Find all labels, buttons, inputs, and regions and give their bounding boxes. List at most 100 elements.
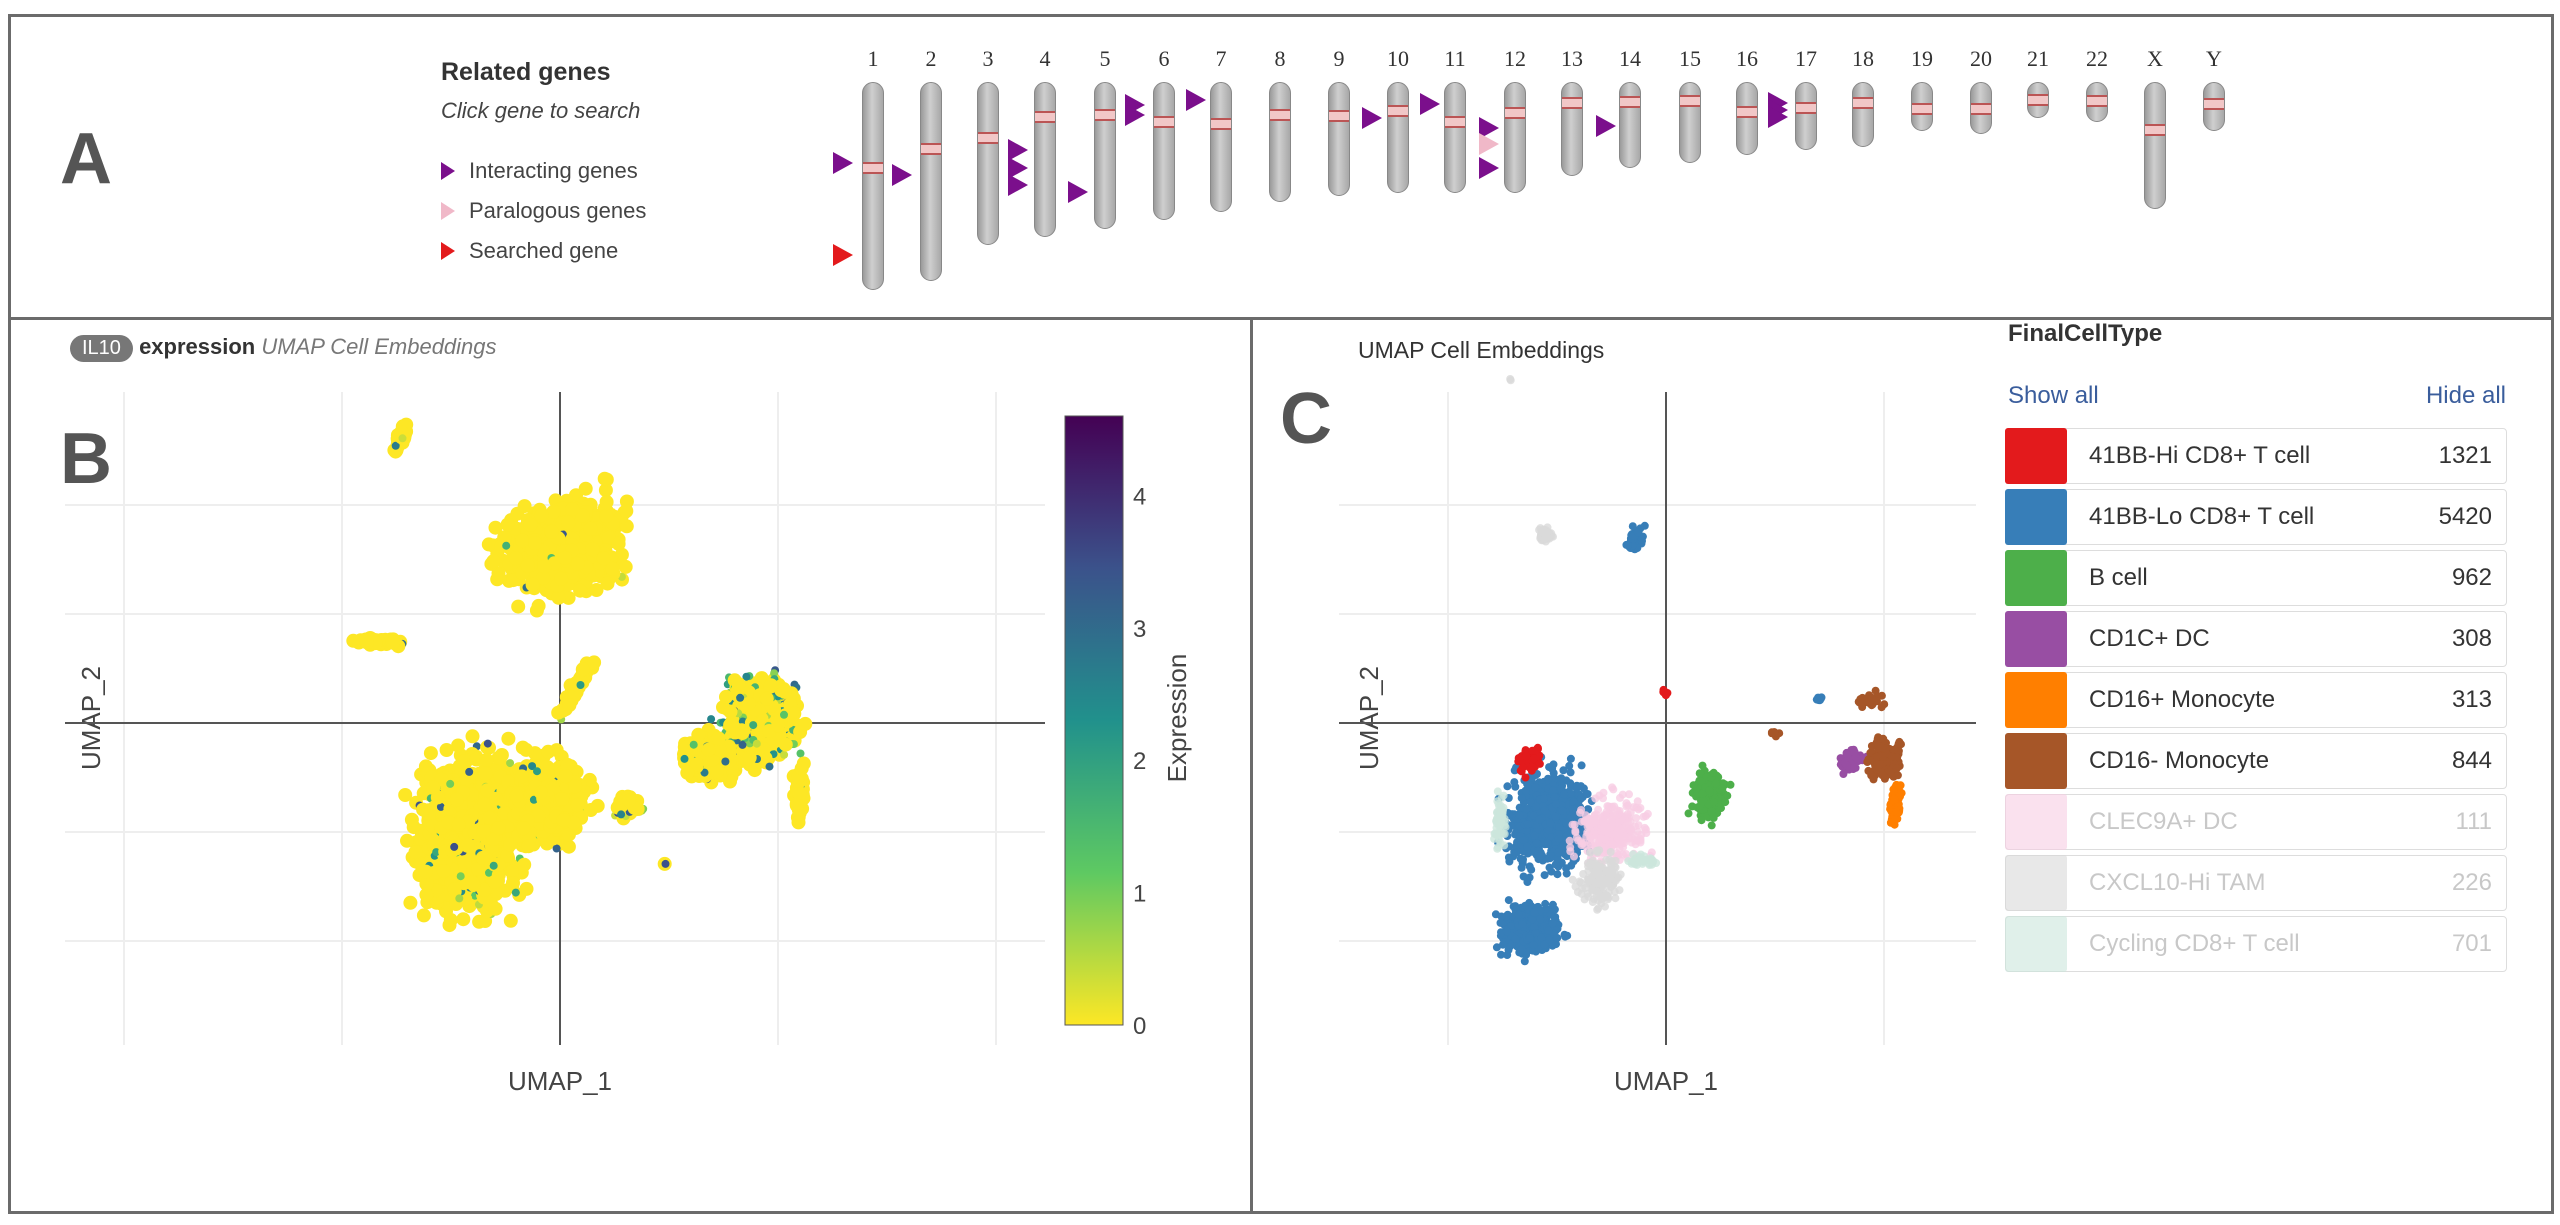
title-italic: UMAP Cell Embeddings xyxy=(261,334,497,359)
chromosome-3[interactable] xyxy=(977,82,999,245)
chromosome-11[interactable] xyxy=(1444,82,1466,193)
chromosome-12[interactable] xyxy=(1504,82,1526,193)
centromere xyxy=(1505,107,1525,120)
interacting-gene-marker[interactable] xyxy=(1008,174,1028,196)
cell-point xyxy=(1523,820,1532,829)
cell-point xyxy=(1591,794,1600,803)
cell-point xyxy=(1726,780,1735,789)
chromosome-label: 22 xyxy=(2086,46,2108,71)
chromosome-15[interactable] xyxy=(1679,82,1701,163)
chromosome-16[interactable] xyxy=(1736,82,1758,155)
interacting-gene-marker[interactable] xyxy=(1479,157,1499,179)
interacting-gene-marker[interactable] xyxy=(892,164,912,186)
cell-point xyxy=(1618,824,1627,833)
chromosome-17[interactable] xyxy=(1795,82,1817,150)
paralogous-gene-marker[interactable] xyxy=(1479,133,1499,155)
chromosome-13[interactable] xyxy=(1561,82,1583,176)
searched-gene-marker[interactable] xyxy=(833,244,853,266)
cell-point xyxy=(1553,870,1562,879)
cell-point xyxy=(1528,746,1537,755)
chromosome-label: 2 xyxy=(925,46,937,71)
cell-point xyxy=(1555,823,1564,832)
chromosome-4[interactable] xyxy=(1034,82,1056,237)
chromosome-8[interactable] xyxy=(1269,82,1291,202)
cell-point xyxy=(1580,841,1589,850)
chromosome-label: 19 xyxy=(1911,46,1933,71)
interacting-gene-marker[interactable] xyxy=(833,152,853,174)
cell-point xyxy=(619,504,634,518)
cell-point xyxy=(1593,905,1602,914)
chromosome-2[interactable] xyxy=(920,82,942,281)
cell-point xyxy=(529,603,544,618)
cell-point xyxy=(1553,934,1562,942)
interacting-gene-marker[interactable] xyxy=(1596,115,1616,137)
cell-point xyxy=(1592,887,1601,896)
chromosome-20[interactable] xyxy=(1970,82,1992,134)
cell-point xyxy=(1643,809,1652,818)
chromosome-label: 11 xyxy=(1444,46,1466,71)
interacting-gene-marker[interactable] xyxy=(1362,107,1382,129)
panel-b-title: IL10 expression UMAP Cell Embeddings xyxy=(70,334,497,362)
cell-point xyxy=(1603,802,1612,811)
cell-point xyxy=(481,537,496,552)
cell-point xyxy=(1540,806,1549,815)
chromosome-Y[interactable] xyxy=(2203,82,2225,131)
cell-point xyxy=(1572,781,1581,790)
cell-point xyxy=(1597,834,1606,843)
interacting-gene-marker[interactable] xyxy=(1125,104,1145,126)
cell-point xyxy=(1518,945,1527,954)
interacting-gene-marker[interactable] xyxy=(1008,139,1028,161)
cell-point xyxy=(1552,800,1560,809)
chromosome-label: 1 xyxy=(867,46,879,71)
panel-a-letter: A xyxy=(60,119,112,199)
chromosome-1[interactable] xyxy=(862,82,884,290)
cell-point xyxy=(1709,798,1718,807)
chromosome-X[interactable] xyxy=(2144,82,2166,209)
cell-point xyxy=(1494,799,1503,808)
chromosome-14[interactable] xyxy=(1619,82,1641,168)
cell-point xyxy=(589,583,604,597)
interacting-gene-marker[interactable] xyxy=(1008,157,1028,179)
chromosome-7[interactable] xyxy=(1210,82,1232,212)
cell-point xyxy=(1591,817,1600,825)
cell-point xyxy=(1689,781,1698,790)
centromere xyxy=(921,142,941,155)
cell-point xyxy=(1609,809,1618,818)
chromosome-5[interactable] xyxy=(1094,82,1116,229)
chromosome-10[interactable] xyxy=(1387,82,1409,193)
cell-point xyxy=(1510,778,1519,787)
cell-point xyxy=(1493,844,1502,853)
cell-point xyxy=(1525,934,1534,943)
interacting-gene-marker[interactable] xyxy=(1068,181,1088,203)
cell-point xyxy=(1659,688,1668,697)
cell-point xyxy=(1561,932,1570,941)
chromosome-9[interactable] xyxy=(1328,82,1350,196)
chromosome-22[interactable] xyxy=(2086,82,2108,122)
cell-point xyxy=(1609,841,1617,849)
chromosome-6[interactable] xyxy=(1153,82,1175,220)
cell-point xyxy=(1518,763,1527,772)
cell-point xyxy=(517,499,532,514)
cell-point xyxy=(618,559,633,574)
interacting-gene-marker[interactable] xyxy=(1768,106,1788,128)
cell-point xyxy=(1577,794,1586,803)
y-axis-label: UMAP_2 xyxy=(1354,666,1384,770)
chromosome-19[interactable] xyxy=(1911,82,1933,131)
centromere xyxy=(1035,110,1055,123)
cell-point xyxy=(1591,859,1600,868)
cell-point xyxy=(1615,886,1624,895)
cell-point xyxy=(1522,752,1531,761)
gene-badge[interactable]: IL10 xyxy=(70,335,133,362)
celltype-umap-plot[interactable]: UMAP_1 UMAP_2 xyxy=(0,0,2000,1225)
cell-point xyxy=(1577,806,1586,814)
chromosome-18[interactable] xyxy=(1852,82,1874,147)
chromosome-label: 10 xyxy=(1387,46,1409,71)
chromosome-21[interactable] xyxy=(2027,82,2049,118)
chromosome-label: 4 xyxy=(1039,46,1051,71)
interacting-gene-marker[interactable] xyxy=(1186,89,1206,111)
centromere xyxy=(1388,105,1408,118)
cell-point xyxy=(1498,940,1507,949)
cell-point xyxy=(1530,831,1539,840)
interacting-gene-marker[interactable] xyxy=(1420,93,1440,115)
